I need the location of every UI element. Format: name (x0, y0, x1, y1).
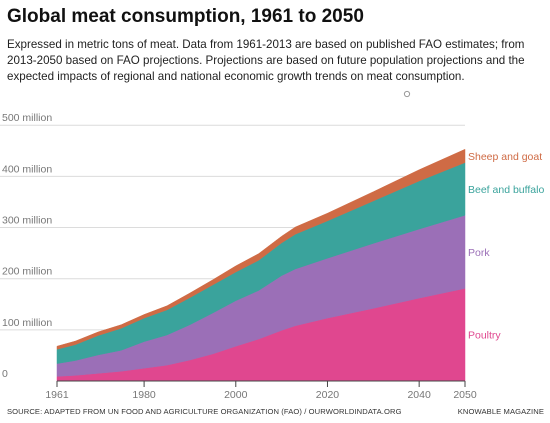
x-tick-label: 1980 (132, 389, 156, 401)
axes: 0 100 million 200 million 300 million 400 mi… (2, 112, 477, 401)
x-tick-label: 1961 (45, 389, 69, 401)
series-label-beef-and-buffalo: Beef and buffalo (468, 184, 544, 196)
series-labels: Poultry Pork Beef and buffalo Sheep and goa… (468, 151, 544, 342)
chart-title: Global meat consumption, 1961 to 2050 (7, 6, 364, 27)
series-label-sheep-and-goat: Sheep and goat (468, 151, 542, 163)
area-sheep-and-goat (56, 148, 466, 350)
source-note: SOURCE: ADAPTED FROM UN FOOD AND AGRICUL… (7, 407, 402, 416)
series-label-pork: Pork (468, 247, 490, 259)
x-tick-label: 2000 (224, 389, 248, 401)
x-tick-label: 2040 (407, 389, 431, 401)
y-tick-label: 100 million (2, 317, 52, 329)
series-label-poultry: Poultry (468, 330, 501, 342)
publisher-credit: KNOWABLE MAGAZINE (457, 407, 544, 416)
marker-dot (403, 90, 411, 98)
x-tick-label: 2050 (453, 389, 477, 401)
y-tick-label: 500 million (2, 112, 52, 124)
y-tick-label: 300 million (2, 215, 52, 227)
stacked-areas (56, 148, 466, 382)
y-tick-label: 200 million (2, 266, 52, 278)
y-tick-label: 400 million (2, 163, 52, 175)
x-tick-label: 2020 (316, 389, 340, 401)
chart-subtitle: Expressed in metric tons of meat. Data f… (7, 38, 525, 83)
y-tick-label: 0 (2, 368, 8, 380)
